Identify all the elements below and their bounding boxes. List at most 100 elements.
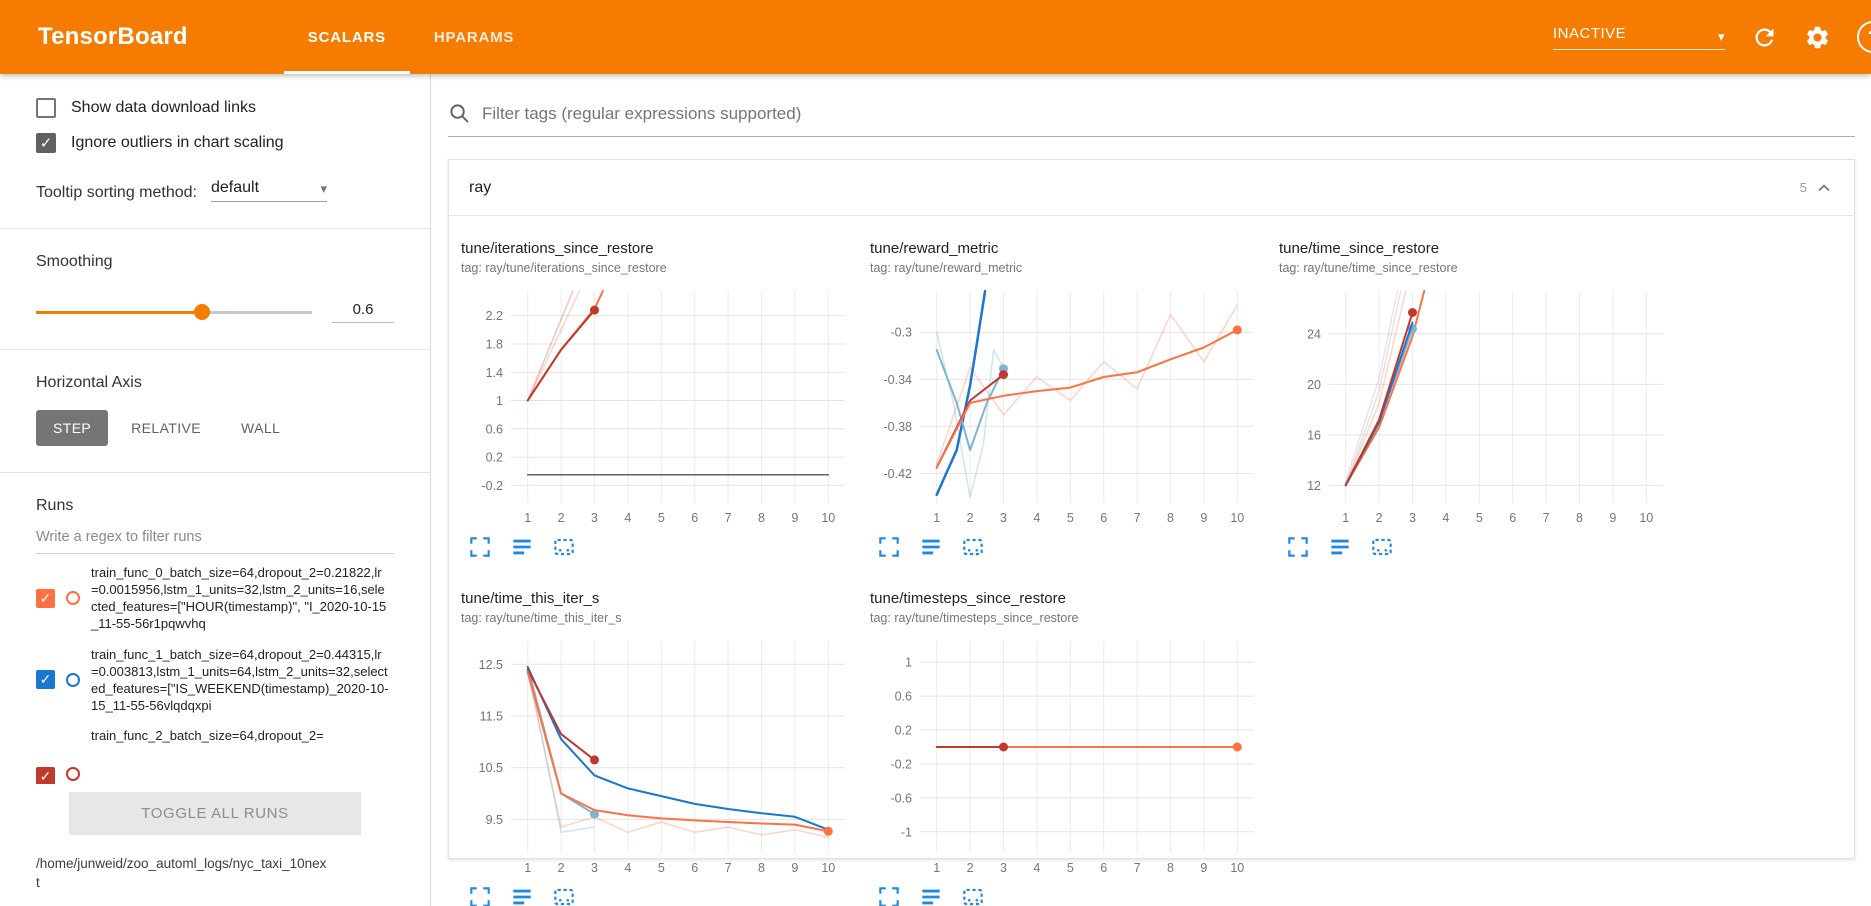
svg-text:7: 7 xyxy=(1134,511,1141,525)
chart-title: tune/timesteps_since_restore xyxy=(870,590,1066,607)
flip-y-axis-icon[interactable] xyxy=(918,534,944,560)
chart-tag: tag: ray/tune/time_since_restore xyxy=(1279,261,1458,275)
expand-icon[interactable] xyxy=(467,884,493,906)
svg-text:11.5: 11.5 xyxy=(480,710,503,724)
svg-text:-0.6: -0.6 xyxy=(890,791,912,805)
runs-filter-input[interactable] xyxy=(36,519,394,554)
run-item: train_func_1_batch_size=64,dropout_2=0.4… xyxy=(36,646,394,715)
svg-text:-0.3: -0.3 xyxy=(890,326,912,340)
svg-text:2.2: 2.2 xyxy=(486,309,503,323)
svg-text:-0.42: -0.42 xyxy=(884,467,913,481)
smoothing-value-input[interactable]: 0.6 xyxy=(332,301,394,323)
fit-domain-icon[interactable] xyxy=(960,884,986,906)
svg-text:2: 2 xyxy=(1376,511,1383,525)
run-radio[interactable] xyxy=(66,672,80,687)
axis-step-button[interactable]: STEP xyxy=(36,410,109,446)
expand-icon[interactable] xyxy=(1285,534,1311,560)
ignore-outliers-row[interactable]: Ignore outliers in chart scaling xyxy=(36,133,394,153)
header-actions: INACTIVE ▾ ? xyxy=(1553,21,1871,53)
fit-domain-icon[interactable] xyxy=(960,534,986,560)
run-checkbox[interactable] xyxy=(36,670,55,690)
run-item: train_func_2_batch_size=64,dropout_2= xyxy=(36,727,394,784)
svg-text:9: 9 xyxy=(1609,511,1616,525)
expand-icon[interactable] xyxy=(876,534,902,560)
chart-title: tune/time_this_iter_s xyxy=(461,590,600,607)
run-radio[interactable] xyxy=(66,767,80,782)
axis-wall-button[interactable]: WALL xyxy=(224,410,297,446)
svg-text:0.6: 0.6 xyxy=(895,690,912,704)
show-download-links-checkbox[interactable] xyxy=(36,98,56,118)
flip-y-axis-icon[interactable] xyxy=(509,884,535,906)
fit-domain-icon[interactable] xyxy=(551,884,577,906)
status-dropdown[interactable]: INACTIVE ▾ xyxy=(1553,25,1725,50)
tag-group-header[interactable]: ray 5 xyxy=(449,160,1854,216)
svg-text:4: 4 xyxy=(1033,511,1040,525)
svg-text:2: 2 xyxy=(967,861,974,875)
svg-text:0.2: 0.2 xyxy=(895,724,912,738)
refresh-icon[interactable] xyxy=(1751,24,1778,51)
svg-text:4: 4 xyxy=(1442,511,1449,525)
run-radio[interactable] xyxy=(66,591,80,606)
tag-filter-input[interactable] xyxy=(482,103,1855,124)
tab-hparams[interactable]: HPARAMS xyxy=(433,28,515,46)
svg-text:6: 6 xyxy=(691,861,698,875)
expand-icon[interactable] xyxy=(876,884,902,906)
svg-text:8: 8 xyxy=(1167,861,1174,875)
main-content: ray 5 tune/iterations_since_restore tag:… xyxy=(432,74,1871,906)
svg-text:8: 8 xyxy=(758,861,765,875)
svg-text:3: 3 xyxy=(1409,511,1416,525)
settings-gear-icon[interactable] xyxy=(1804,24,1831,51)
svg-text:8: 8 xyxy=(1576,511,1583,525)
chevron-down-icon: ▾ xyxy=(320,181,327,196)
svg-text:2: 2 xyxy=(558,861,565,875)
chart-card-time-since-restore: tune/time_since_restore tag: ray/tune/ti… xyxy=(1279,240,1679,560)
svg-text:0.2: 0.2 xyxy=(486,451,503,465)
settings-sidebar: Show data download links Ignore outliers… xyxy=(0,74,431,906)
tooltip-sorting-dropdown[interactable]: default ▾ xyxy=(210,179,327,202)
smoothing-slider-thumb[interactable] xyxy=(193,304,210,320)
flip-y-axis-icon[interactable] xyxy=(1327,534,1353,560)
svg-text:4: 4 xyxy=(624,511,631,525)
expand-icon[interactable] xyxy=(467,534,493,560)
svg-text:-0.34: -0.34 xyxy=(884,373,913,387)
show-download-links-row[interactable]: Show data download links xyxy=(36,98,394,118)
tab-scalars[interactable]: SCALARS xyxy=(283,0,410,74)
chart-tag: tag: ray/tune/reward_metric xyxy=(870,261,1023,275)
flip-y-axis-icon[interactable] xyxy=(918,884,944,906)
svg-text:1.8: 1.8 xyxy=(486,338,503,352)
svg-text:12.5: 12.5 xyxy=(479,658,503,672)
svg-text:1: 1 xyxy=(1342,511,1349,525)
logdir-path: /home/junweid/zoo_automl_logs/nyc_taxi_1… xyxy=(36,856,327,890)
chart-tag: tag: ray/tune/iterations_since_restore xyxy=(461,261,667,275)
svg-text:6: 6 xyxy=(1509,511,1516,525)
run-checkbox[interactable] xyxy=(36,588,55,608)
horizontal-axis-label: Horizontal Axis xyxy=(36,374,142,391)
svg-text:6: 6 xyxy=(691,511,698,525)
line-chart: 1 2 3 4 5 6 7 8 9 10 -0.2 0.2 0.6 1 1.4 1.8 2.2 xyxy=(481,290,845,525)
help-icon[interactable]: ? xyxy=(1857,21,1871,53)
tag-filter-row xyxy=(448,102,1855,137)
fit-domain-icon[interactable] xyxy=(1369,534,1395,560)
svg-text:10: 10 xyxy=(821,861,835,875)
run-list[interactable]: train_func_0_batch_size=64,dropout_2=0.2… xyxy=(36,564,394,784)
ignore-outliers-checkbox[interactable] xyxy=(36,133,56,153)
chevron-up-icon[interactable] xyxy=(1814,178,1834,198)
run-checkbox[interactable] xyxy=(36,767,55,784)
smoothing-slider[interactable] xyxy=(36,304,312,320)
svg-text:1: 1 xyxy=(524,511,531,525)
chart-tag: tag: ray/tune/timesteps_since_restore xyxy=(870,611,1079,625)
svg-text:1: 1 xyxy=(933,511,940,525)
app-header: TensorBoard SCALARS HPARAMS INACTIVE ▾ ? xyxy=(0,0,1871,74)
svg-text:5: 5 xyxy=(1067,511,1074,525)
show-download-links-label: Show data download links xyxy=(71,99,257,116)
tag-group-title: ray xyxy=(469,178,492,196)
toggle-all-runs-button[interactable]: TOGGLE ALL RUNS xyxy=(69,792,361,835)
svg-text:8: 8 xyxy=(1167,511,1174,525)
svg-text:5: 5 xyxy=(1476,511,1483,525)
fit-domain-icon[interactable] xyxy=(551,534,577,560)
status-label: INACTIVE xyxy=(1553,24,1627,42)
axis-relative-button[interactable]: RELATIVE xyxy=(114,410,218,446)
svg-text:6: 6 xyxy=(1100,861,1107,875)
flip-y-axis-icon[interactable] xyxy=(509,534,535,560)
